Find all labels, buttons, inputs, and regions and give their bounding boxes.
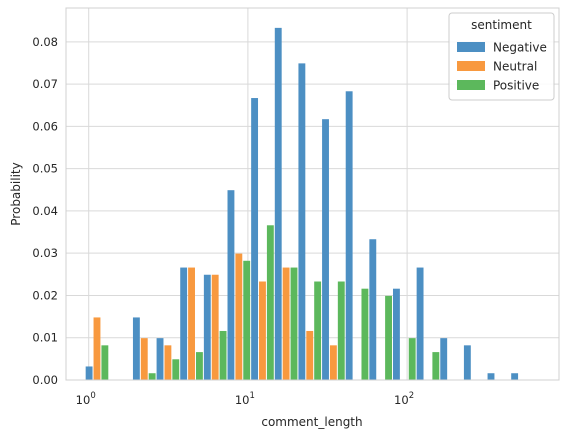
bar-negative <box>511 373 519 380</box>
y-tick-label: 0.03 <box>32 246 58 260</box>
bar-negative <box>487 373 495 380</box>
y-tick-label: 0.02 <box>32 288 58 302</box>
y-tick-label: 0.05 <box>32 162 58 176</box>
bar-negative <box>322 119 329 380</box>
bar-negative <box>180 267 188 380</box>
bar-negative <box>203 274 211 380</box>
legend-swatch-neutral <box>457 61 485 71</box>
y-tick-label: 0.00 <box>32 373 58 387</box>
legend-box <box>448 12 555 101</box>
x-tick-label: 102 <box>394 391 414 407</box>
bar-negative <box>156 338 164 380</box>
y-axis-label: Probability <box>9 162 23 225</box>
bar-positive <box>195 352 203 380</box>
bar-negative <box>463 345 471 380</box>
legend-label-negative: Negative <box>493 41 547 55</box>
bar-neutral <box>188 267 195 380</box>
bar-positive <box>219 330 227 380</box>
bar-negative <box>345 91 353 380</box>
bar-negative <box>85 366 93 380</box>
bar-neutral <box>282 267 290 380</box>
x-axis-label: comment_length <box>261 415 362 429</box>
legend-label-positive: Positive <box>493 79 539 93</box>
bar-positive <box>408 338 416 380</box>
bar-positive <box>361 288 369 380</box>
bar-negative <box>416 267 424 380</box>
plot-frame <box>65 7 560 381</box>
x-tick-label: 100 <box>76 391 96 407</box>
y-tick-label: 0.06 <box>32 119 58 133</box>
y-tick-label: 0.07 <box>32 77 58 91</box>
bar-positive <box>337 281 345 380</box>
bars <box>85 27 519 381</box>
bar-positive <box>243 260 251 380</box>
bar-positive <box>290 267 298 380</box>
bar-positive <box>148 373 156 380</box>
bar-neutral <box>211 274 219 380</box>
bar-negative <box>440 338 448 380</box>
bar-negative <box>392 288 400 380</box>
bar-negative <box>251 98 259 381</box>
bar-positive <box>314 281 322 380</box>
bar-negative <box>227 190 235 380</box>
legend-title: sentiment <box>471 18 532 32</box>
bar-positive <box>385 295 392 380</box>
x-tick-labels: 100 101 102 <box>76 391 414 407</box>
bar-positive <box>432 352 440 380</box>
bar-negative <box>369 239 377 380</box>
bar-negative <box>298 63 306 381</box>
x-tick-label: 101 <box>235 391 255 407</box>
bar-negative <box>274 27 282 380</box>
bar-neutral <box>259 281 266 380</box>
y-tick-label: 0.08 <box>32 35 58 49</box>
bar-positive <box>101 345 109 380</box>
legend-swatch-positive <box>457 80 485 90</box>
bar-neutral <box>164 345 172 380</box>
y-tick-label: 0.04 <box>32 204 58 218</box>
bar-neutral <box>93 317 101 380</box>
legend-label-neutral: Neutral <box>493 60 537 74</box>
legend-swatch-negative <box>457 42 485 52</box>
bar-neutral <box>306 330 314 380</box>
y-tick-labels: 0.00 0.01 0.02 0.03 0.04 0.05 0.06 0.07 0.08 <box>32 35 58 387</box>
legend: sentiment Negative Neutral Positive <box>448 12 555 101</box>
bar-negative <box>132 317 140 380</box>
bar-positive <box>172 359 180 380</box>
bar-positive <box>266 225 274 380</box>
bar-neutral <box>140 338 148 380</box>
bar-neutral <box>329 345 337 380</box>
bar-neutral <box>235 253 243 380</box>
y-tick-label: 0.01 <box>32 331 58 345</box>
